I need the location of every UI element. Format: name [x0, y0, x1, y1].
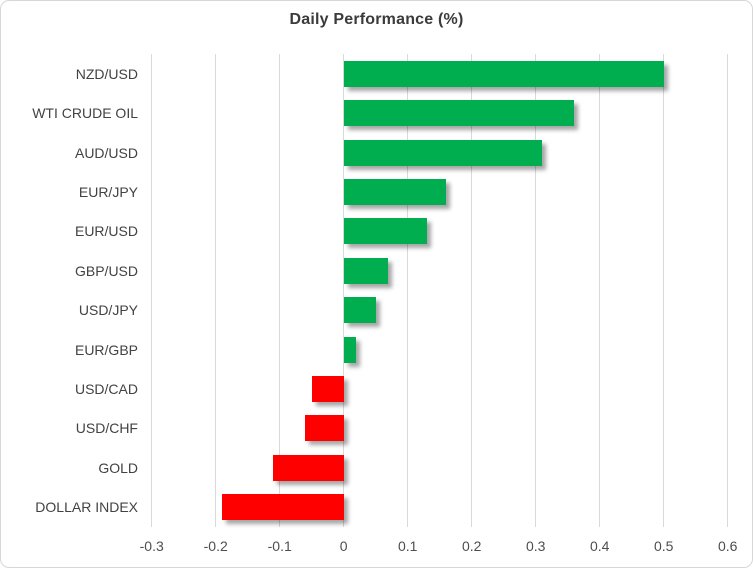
bar-eur-usd: [343, 218, 427, 245]
x-tick-label: 0.5: [653, 538, 674, 554]
bar-gbp-usd: [343, 257, 389, 284]
gridline-0.2: [471, 54, 473, 527]
category-label-aud-usd: AUD/USD: [74, 144, 138, 161]
x-tick-label: -0.3: [139, 538, 164, 554]
bar-gold: [273, 454, 344, 481]
category-label-gbp-usd: GBP/USD: [74, 262, 138, 279]
bar-usd-cad: [311, 376, 344, 403]
chart-title: Daily Performance (%): [289, 11, 464, 28]
category-label-usd-chf: USD/CHF: [75, 420, 138, 437]
category-label-eur-gbp: EUR/GBP: [74, 341, 138, 358]
gridline-0.3: [535, 54, 537, 527]
bar-eur-jpy: [343, 178, 447, 205]
x-tick-label: 0.3: [525, 538, 546, 554]
gridline--0.2: [215, 54, 217, 527]
gridline--0.3: [151, 54, 153, 527]
bar-usd-chf: [305, 415, 344, 442]
gridline-0.5: [663, 54, 665, 527]
bar-usd-jpy: [343, 297, 376, 324]
category-label-usd-jpy: USD/JPY: [78, 302, 138, 319]
category-label-wti-crude-oil: WTI CRUDE OIL: [32, 105, 138, 122]
category-label-usd-cad: USD/CAD: [74, 381, 138, 398]
category-label-eur-usd: EUR/USD: [74, 223, 138, 240]
bar-nzd-usd: [343, 60, 664, 87]
bar-dollar-index: [222, 494, 344, 521]
bar-wti-crude-oil: [343, 100, 575, 127]
gridline-0: [343, 54, 345, 527]
category-label-eur-jpy: EUR/JPY: [78, 183, 138, 200]
category-label-dollar-index: DOLLAR INDEX: [35, 499, 138, 516]
gridline-0.6: [727, 54, 729, 527]
bar-eur-gbp: [343, 336, 357, 363]
x-tick-label: 0: [339, 538, 348, 554]
x-tick-label: 0.2: [461, 538, 482, 554]
category-label-gold: GOLD: [98, 459, 138, 476]
x-tick-label: -0.2: [203, 538, 228, 554]
x-tick-label: -0.1: [267, 538, 292, 554]
x-tick-label: 0.1: [397, 538, 418, 554]
gridline-0.4: [599, 54, 601, 527]
gridline--0.1: [279, 54, 281, 527]
x-tick-label: 0.6: [717, 538, 738, 554]
gridline-0.1: [407, 54, 409, 527]
bar-aud-usd: [343, 139, 543, 166]
category-label-nzd-usd: NZD/USD: [75, 65, 138, 82]
x-tick-label: 0.4: [589, 538, 610, 554]
